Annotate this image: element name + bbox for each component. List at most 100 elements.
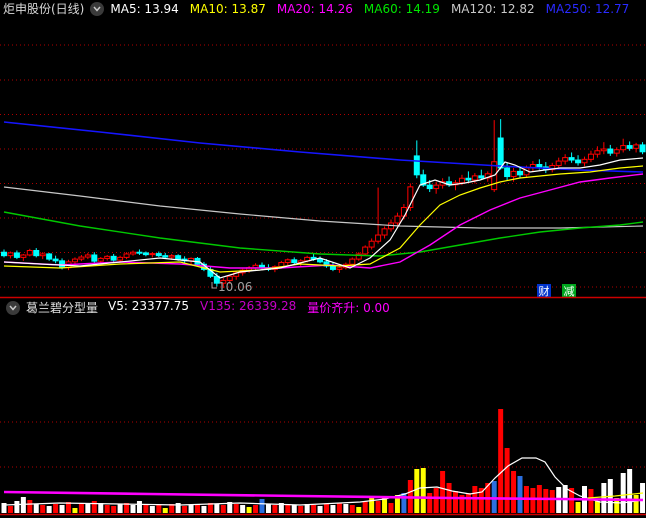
volume-bar	[214, 504, 220, 513]
candle-body	[420, 174, 427, 186]
volume-bar	[182, 506, 188, 513]
volume-bar	[620, 473, 626, 513]
volume-bar	[98, 503, 104, 513]
volume-bar	[504, 448, 510, 513]
volume-bar	[478, 488, 484, 513]
volume-bar	[343, 504, 349, 513]
candle-body	[71, 258, 78, 263]
candle-body	[1, 251, 7, 257]
candle-body	[20, 254, 27, 258]
candle-body	[587, 153, 594, 160]
volume-bar	[143, 504, 149, 513]
candle-body	[613, 149, 620, 154]
volume-bar	[369, 498, 375, 513]
ma-value-label: MA120: 12.82	[450, 1, 535, 16]
volume-bar	[427, 493, 433, 513]
candle-body	[78, 256, 85, 260]
candle-body	[362, 246, 369, 255]
candle-body	[52, 258, 59, 262]
candle-body	[594, 150, 601, 155]
volume-bar	[78, 503, 84, 513]
candle-body	[626, 145, 633, 149]
volume-bar	[414, 469, 420, 513]
volume-bar	[420, 468, 426, 513]
cai-badge	[537, 284, 551, 298]
cai-badge-label: 财	[539, 284, 550, 298]
volume-bar	[169, 504, 175, 513]
volume-bar	[304, 504, 310, 513]
volume-bar	[72, 508, 78, 513]
indicator-collapse-button[interactable]	[6, 300, 20, 315]
candle-body	[13, 252, 20, 258]
candle-body	[291, 259, 298, 264]
indicator-header: 葛兰碧分型量 V5: 23377.75 V135: 26339.28 量价齐升: 0…	[0, 299, 646, 316]
volume-bar	[7, 506, 13, 513]
candle-body	[504, 167, 511, 178]
panel-separators	[0, 296, 646, 516]
volume-bar	[265, 504, 271, 513]
volume-bar	[453, 491, 458, 513]
volume-bar	[382, 497, 388, 513]
volume-bar	[195, 504, 200, 513]
candle-body	[149, 253, 156, 256]
volume-bar	[317, 506, 323, 513]
candle-body	[162, 255, 169, 258]
marker-badges: 财 减	[537, 284, 576, 298]
candle-body	[620, 145, 627, 151]
volume-bar	[46, 506, 52, 513]
volume-bar	[124, 503, 130, 513]
header-collapse-button[interactable]	[90, 1, 105, 16]
volume-bar	[601, 483, 607, 513]
volume-bar	[614, 498, 620, 513]
volume-bar	[253, 505, 259, 513]
volume-bar	[156, 505, 162, 513]
candle-body	[517, 170, 523, 176]
candle-body	[142, 252, 149, 256]
ma-value-label: MA60: 14.19	[363, 1, 440, 16]
candle-body	[117, 256, 124, 261]
candle-body	[600, 148, 607, 152]
candle-body	[471, 175, 478, 181]
candle-body	[355, 253, 362, 260]
volume-bar	[1, 503, 7, 513]
volume-bar	[491, 481, 497, 513]
volume-bar	[311, 505, 317, 513]
ma-value-label: MA250: 12.77	[545, 1, 630, 16]
candle-body	[536, 164, 543, 168]
candle-body	[607, 148, 614, 154]
volume-bar	[220, 505, 226, 513]
candle-body	[7, 252, 14, 257]
volume-bar	[111, 506, 117, 513]
candle-body	[284, 259, 291, 264]
main-grid-lines	[0, 44, 646, 288]
candle-body	[155, 253, 162, 257]
candle-body	[497, 137, 504, 169]
volume-bar	[291, 505, 297, 513]
volume-bar	[14, 501, 20, 513]
ma20-line	[3, 173, 644, 269]
candle-body	[33, 250, 40, 257]
volume-bar	[569, 488, 575, 513]
volume-bar	[530, 488, 536, 513]
volume-bar	[517, 476, 523, 513]
candle-body	[123, 253, 130, 258]
volume-bar	[640, 483, 646, 513]
candle-body	[110, 255, 117, 261]
volume-bar	[272, 505, 278, 513]
volume-bar	[401, 493, 407, 513]
ma-value-label: MA20: 14.26	[276, 1, 353, 16]
volume-bar	[511, 471, 517, 513]
volume-bar	[149, 506, 155, 513]
volume-bar	[594, 501, 600, 513]
candle-body	[575, 159, 582, 164]
volume-bar	[549, 490, 555, 513]
volume-bar	[336, 503, 342, 513]
candle-body	[381, 228, 388, 236]
candle-body	[549, 165, 556, 171]
candle-body	[104, 255, 111, 259]
low-price-marker: 10.06	[211, 280, 252, 294]
candle-body	[84, 254, 91, 258]
candle-body	[349, 258, 356, 265]
